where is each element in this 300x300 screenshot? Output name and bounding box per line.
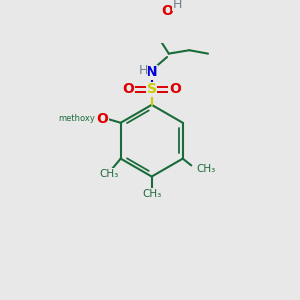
Text: H: H (139, 64, 148, 77)
Text: O: O (169, 82, 181, 97)
Text: O: O (123, 82, 135, 97)
Text: CH₃: CH₃ (142, 189, 161, 199)
Text: methoxy: methoxy (58, 114, 95, 123)
Text: S: S (147, 82, 157, 97)
Text: O: O (161, 4, 173, 18)
Text: CH₃: CH₃ (99, 169, 118, 179)
Text: O: O (96, 112, 108, 125)
Text: H: H (172, 0, 182, 11)
Text: CH₃: CH₃ (196, 164, 216, 174)
Text: N: N (146, 65, 158, 80)
Text: CH₃: CH₃ (60, 113, 79, 124)
